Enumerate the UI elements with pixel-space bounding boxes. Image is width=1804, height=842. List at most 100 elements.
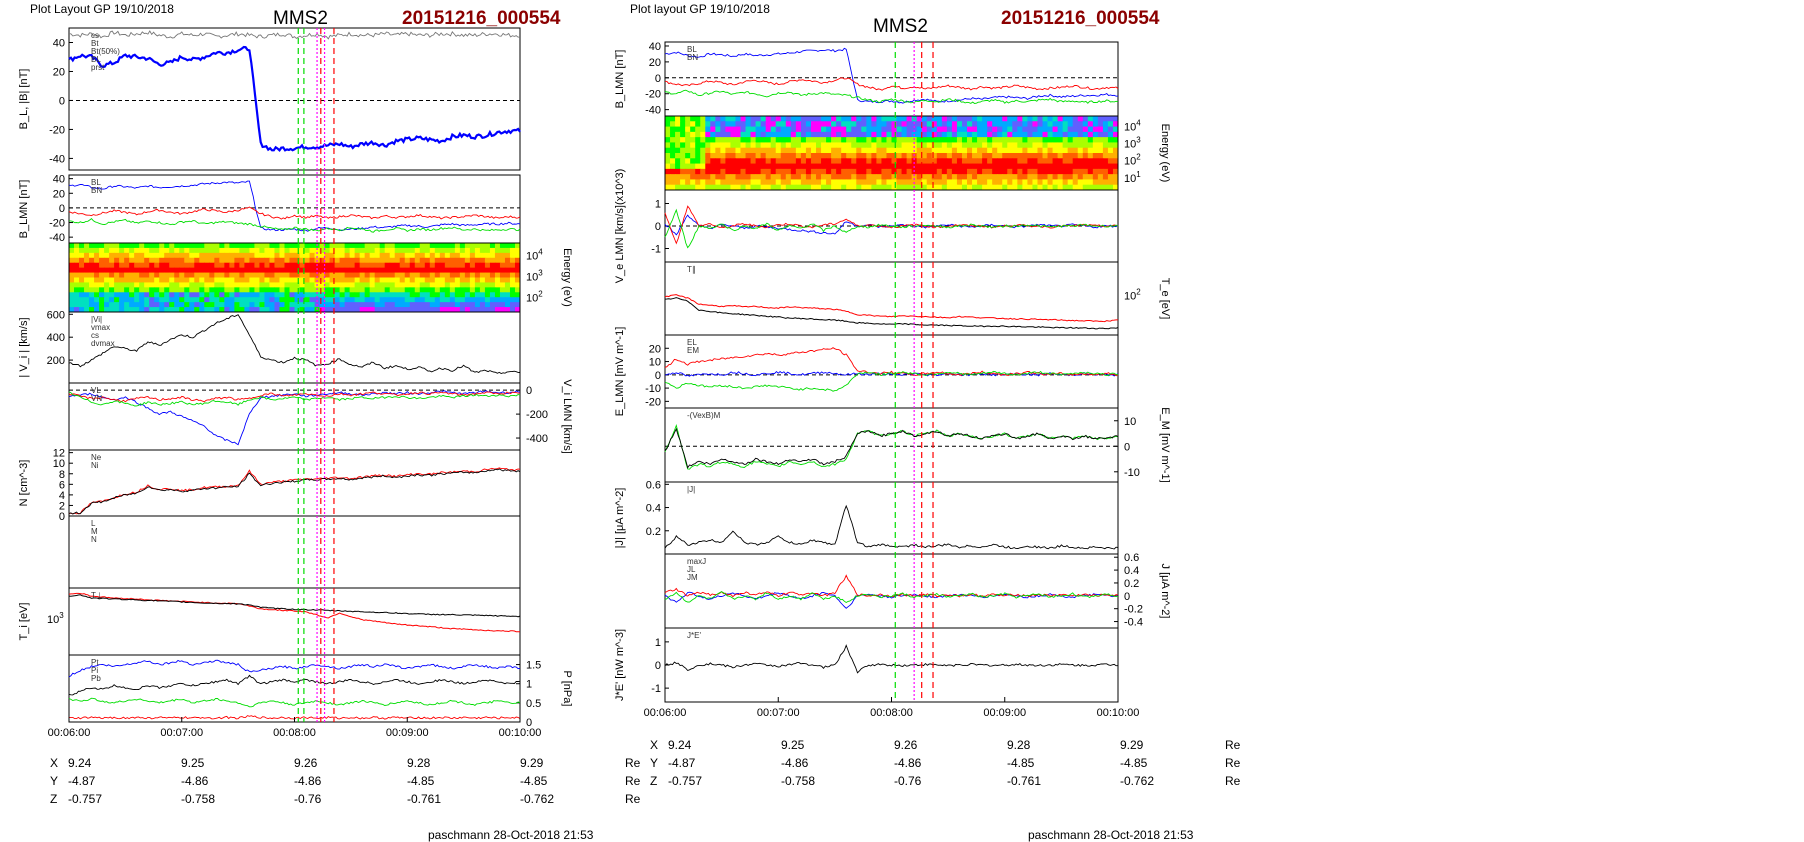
spectrogram-cell bbox=[339, 262, 346, 269]
spectrogram-cell bbox=[1107, 163, 1114, 170]
spectrogram-cell bbox=[775, 121, 782, 128]
spectrogram-cell bbox=[961, 116, 968, 122]
spectrogram-cell bbox=[204, 247, 210, 254]
spectrogram-cell bbox=[219, 297, 225, 303]
spectrogram-cell bbox=[906, 116, 913, 122]
spectrogram-cell bbox=[334, 247, 341, 254]
spectrogram-cell bbox=[936, 147, 943, 154]
spectrogram-cell bbox=[876, 168, 882, 175]
spectrogram-cell bbox=[399, 262, 406, 269]
spectrogram-cell bbox=[249, 252, 255, 259]
spectrogram-cell bbox=[690, 174, 696, 180]
spectrogram-cell bbox=[1017, 121, 1023, 128]
spectrogram-cell bbox=[444, 307, 451, 313]
spectrogram-cell bbox=[449, 292, 456, 298]
spectrogram-cell bbox=[284, 267, 290, 274]
spectrogram-cell bbox=[1067, 126, 1074, 133]
spectrogram-cell bbox=[229, 267, 235, 274]
spectrogram-cell bbox=[695, 116, 701, 122]
spectrogram-cell bbox=[409, 252, 416, 259]
spectrogram-cell bbox=[851, 142, 857, 149]
spectrogram-cell bbox=[424, 302, 431, 308]
spectrogram-cell bbox=[891, 126, 898, 133]
series-line-T⊥ bbox=[68, 594, 521, 618]
y-tick-label: -20 bbox=[49, 124, 65, 136]
series-line-EL bbox=[664, 370, 1119, 377]
spectrogram-cell bbox=[735, 168, 741, 175]
spectrogram-cell bbox=[936, 116, 943, 122]
spectrogram-cell bbox=[114, 292, 120, 298]
spectrogram-cell bbox=[249, 287, 255, 293]
spectrogram-cell bbox=[690, 147, 696, 154]
spectrogram-cell bbox=[259, 277, 265, 283]
spectrogram-cell bbox=[494, 302, 501, 308]
spectrogram-cell bbox=[1112, 174, 1119, 180]
spectrogram-cell bbox=[279, 307, 285, 313]
spectrogram-cell bbox=[725, 137, 731, 143]
spectrogram-cell bbox=[800, 142, 807, 149]
spectrogram-cell bbox=[780, 184, 787, 191]
spectrogram-cell bbox=[464, 272, 471, 278]
spectrogram-cell bbox=[926, 116, 933, 122]
legend-entry: BN bbox=[91, 186, 102, 195]
spectrogram-cell bbox=[494, 262, 501, 269]
spectrogram-cell bbox=[134, 307, 140, 313]
spectrogram-cell bbox=[1007, 158, 1013, 165]
spectrogram-cell bbox=[1112, 142, 1119, 149]
spectrogram-cell bbox=[344, 243, 351, 249]
spectrogram-cell bbox=[149, 243, 155, 249]
spectrogram-cell bbox=[209, 277, 215, 283]
spectrogram-cell bbox=[139, 297, 145, 303]
spectrogram-cell bbox=[821, 163, 827, 170]
spectrogram-cell bbox=[906, 142, 913, 149]
spectrogram-cell bbox=[891, 174, 898, 180]
spectrogram-cell bbox=[1022, 137, 1028, 143]
spectrogram-cell bbox=[745, 137, 752, 143]
spectrogram-cell bbox=[680, 158, 686, 165]
spectrogram-cell bbox=[1112, 184, 1119, 191]
y-tick-label: 101 bbox=[1124, 170, 1141, 185]
spectrogram-cell bbox=[1042, 184, 1049, 191]
spectrogram-cell bbox=[775, 163, 782, 170]
spectrogram-cell bbox=[1062, 126, 1069, 133]
spectrogram-cell bbox=[665, 163, 671, 170]
spectrogram-cell bbox=[339, 307, 346, 313]
spectrogram-cell bbox=[665, 184, 671, 191]
spectrogram-cell bbox=[249, 243, 255, 249]
spectrogram-cell bbox=[434, 267, 441, 274]
spectrogram-cell bbox=[449, 262, 456, 269]
spectrogram-cell bbox=[861, 168, 867, 175]
spectrogram-cell bbox=[274, 292, 280, 298]
spectrogram-cell bbox=[69, 287, 75, 293]
spectrogram-cell bbox=[1107, 137, 1114, 143]
spectrogram-cell bbox=[715, 179, 721, 186]
spectrogram-cell bbox=[124, 297, 130, 303]
spectrogram-cell bbox=[1017, 179, 1023, 186]
spectrogram-cell bbox=[204, 292, 210, 298]
spectrogram-cell bbox=[74, 247, 80, 254]
spectrogram-cell bbox=[670, 184, 676, 191]
ephemeris-value: 9.26 bbox=[294, 756, 318, 770]
spectrogram-cell bbox=[1082, 137, 1089, 143]
spectrogram-cell bbox=[901, 174, 908, 180]
spectrogram-cell bbox=[154, 247, 160, 254]
spectrogram-cell bbox=[936, 137, 943, 143]
spectrogram-cell bbox=[264, 247, 270, 254]
spectrogram-cell bbox=[1112, 153, 1119, 159]
spectrogram-cell bbox=[94, 252, 100, 259]
spectrogram-cell bbox=[119, 262, 125, 269]
spectrogram-cell bbox=[429, 247, 436, 254]
spectrogram-cell bbox=[871, 121, 877, 128]
spectrogram-cell bbox=[1022, 184, 1028, 191]
spectrogram-cell bbox=[444, 282, 451, 288]
spectrogram-cell bbox=[419, 287, 426, 293]
spectrogram-cell bbox=[760, 168, 767, 175]
spectrogram-cell bbox=[1037, 137, 1043, 143]
spectrogram-cell bbox=[690, 168, 696, 175]
spectrogram-cell bbox=[79, 277, 85, 283]
spectrogram-cell bbox=[906, 184, 913, 191]
spectrogram-cell bbox=[1057, 126, 1064, 133]
spectrogram-cell bbox=[1042, 163, 1049, 170]
spectrogram-cell bbox=[871, 153, 877, 159]
spectrogram-cell bbox=[344, 252, 351, 259]
